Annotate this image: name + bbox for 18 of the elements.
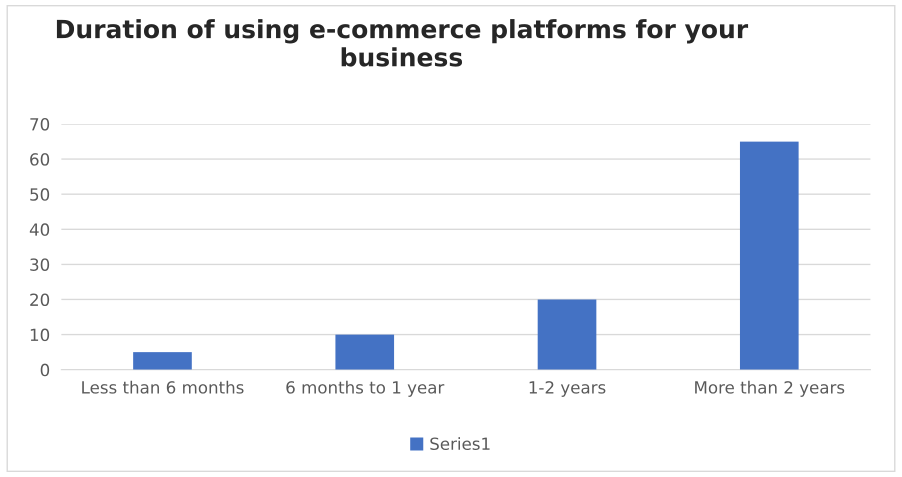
x-tick-label: Less than 6 months bbox=[82, 380, 244, 394]
x-tick-label: More than 2 years bbox=[695, 380, 844, 397]
y-tick-label: 20 bbox=[30, 293, 50, 306]
y-tick-label: 50 bbox=[30, 188, 50, 201]
x-tick-label: 6 months to 1 year bbox=[286, 380, 444, 397]
bar bbox=[538, 299, 596, 370]
bar bbox=[740, 142, 799, 370]
y-tick-label: 40 bbox=[30, 223, 50, 236]
y-tick-label: 30 bbox=[30, 258, 50, 271]
x-tick-label: 1-2 years bbox=[530, 381, 606, 397]
y-tick-label: 70 bbox=[30, 118, 50, 131]
y-tick-label: 60 bbox=[30, 153, 50, 166]
bar bbox=[335, 334, 394, 370]
y-tick-label: 0 bbox=[40, 364, 50, 376]
bar bbox=[133, 352, 192, 370]
legend-label: Series1 bbox=[430, 437, 490, 450]
chart-title: Duration of using e-commerce platforms for your business bbox=[56, 19, 748, 67]
y-tick-label: 10 bbox=[30, 328, 50, 342]
